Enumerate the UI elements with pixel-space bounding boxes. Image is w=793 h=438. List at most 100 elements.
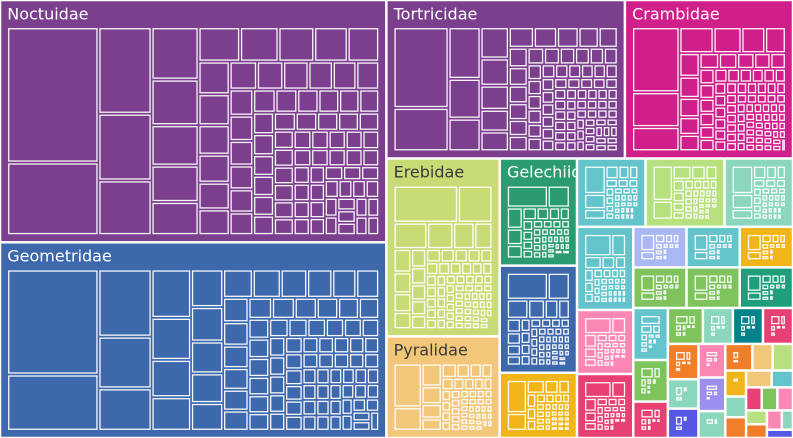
species-tile [294,184,309,201]
species-tile [608,334,617,342]
family-node-31[interactable] [699,345,725,377]
species-tile [594,295,600,302]
family-node-46[interactable] [747,425,766,437]
family-node-34[interactable] [726,345,752,370]
family-node-33[interactable] [699,412,725,437]
family-node-6[interactable]: Gelechiidae [500,159,601,265]
species-tile [601,297,607,302]
species-tile [394,223,427,249]
species-tile [557,28,578,47]
family-node-32[interactable] [699,378,725,410]
species-tile [533,237,541,244]
species-tile [99,337,151,388]
species-tile [564,422,569,426]
family-node-25[interactable] [704,309,732,343]
family-node-39[interactable] [726,418,745,437]
species-tile [654,409,660,418]
family-node-19[interactable] [687,268,739,307]
species-tile [559,361,566,365]
family-rect [747,411,766,423]
family-node-21[interactable] [634,309,667,359]
species-tile [618,179,628,187]
family-node-23[interactable] [634,402,667,437]
family-node-22[interactable] [634,361,667,401]
family-node-28[interactable] [669,345,698,378]
family-node-49[interactable] [768,430,792,437]
species-tile [746,325,751,329]
species-tile [770,284,775,289]
species-tile [604,349,609,354]
species-tile [766,166,776,179]
family-node-8[interactable] [500,374,576,437]
species-tile [274,113,295,130]
family-node-3[interactable]: Crambidae [626,1,792,158]
species-tile [597,424,603,430]
family-node-18[interactable] [634,268,686,307]
family-node-35[interactable] [753,345,772,370]
species-tile [224,390,248,410]
family-node-41[interactable] [772,371,792,387]
family-node-20[interactable] [740,268,792,307]
species-tile [714,28,741,53]
species-tile [548,186,569,207]
species-tile [585,119,595,127]
species-tile [334,337,349,353]
family-node-47[interactable] [768,411,781,429]
family-node-42[interactable] [747,388,761,410]
species-tile [755,130,763,136]
species-tile [542,140,554,151]
family-node-24[interactable] [669,309,702,343]
species-tile [317,400,329,415]
family-node-38[interactable] [726,397,745,416]
species-tile [663,244,668,248]
species-tile [608,278,614,284]
family-node-15[interactable] [634,228,686,267]
family-node-36[interactable] [773,345,792,370]
family-node-0[interactable]: Noctuidae [1,1,386,242]
family-node-4[interactable]: Erebidae [387,159,499,336]
family-node-44[interactable] [778,388,792,410]
species-tile [569,65,581,78]
species-tile [612,269,619,278]
family-node-12[interactable] [578,228,632,309]
family-node-30[interactable] [669,409,698,437]
species-tile [633,202,638,207]
family-node-37[interactable] [726,371,745,396]
species-tile [716,249,720,254]
species-tile [479,292,485,300]
family-node-5[interactable]: Pyralidae [387,337,499,437]
species-tile [641,426,647,430]
species-tile [312,131,328,149]
family-node-27[interactable] [764,309,792,343]
family-node-1[interactable]: Geometridae [1,243,386,437]
family-node-48[interactable] [783,411,792,429]
family-node-43[interactable] [762,388,777,410]
species-tile [224,346,248,368]
species-tile [733,352,739,359]
species-tile [606,213,614,219]
species-tile [673,192,684,202]
family-node-45[interactable] [747,411,766,423]
species-tile [782,325,785,329]
family-node-9[interactable] [578,159,645,226]
species-tile [224,298,248,322]
species-tile [776,179,785,187]
family-node-17[interactable] [740,228,792,267]
species-tile [507,333,520,344]
family-node-10[interactable] [646,159,724,226]
family-node-14[interactable] [578,375,632,437]
family-node-16[interactable] [687,228,739,267]
family-node-2[interactable]: Tortricidae [387,1,624,158]
family-node-13[interactable] [578,311,632,373]
species-tile [612,382,626,398]
species-tile [655,256,662,260]
family-node-29[interactable] [669,380,698,408]
family-node-26[interactable] [734,309,762,343]
species-tile [428,223,453,249]
species-tile [632,127,679,151]
family-node-11[interactable] [725,159,792,226]
species-tile [472,309,480,315]
family-node-40[interactable] [747,371,771,387]
family-node-7[interactable] [500,266,576,372]
species-tile [486,292,492,300]
